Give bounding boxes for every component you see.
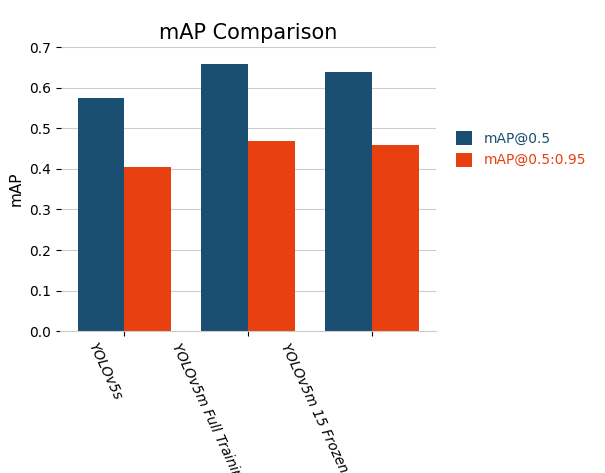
Bar [248, 140, 295, 331]
Legend: mAP@0.5, mAP@0.5:0.95: mAP@0.5, mAP@0.5:0.95 [450, 125, 592, 173]
Bar [325, 72, 371, 331]
Bar [77, 98, 125, 331]
Bar [201, 63, 248, 331]
Bar [371, 145, 419, 331]
Bar [125, 167, 171, 331]
Title: mAP Comparison: mAP Comparison [159, 23, 337, 43]
Y-axis label: mAP: mAP [8, 172, 23, 206]
